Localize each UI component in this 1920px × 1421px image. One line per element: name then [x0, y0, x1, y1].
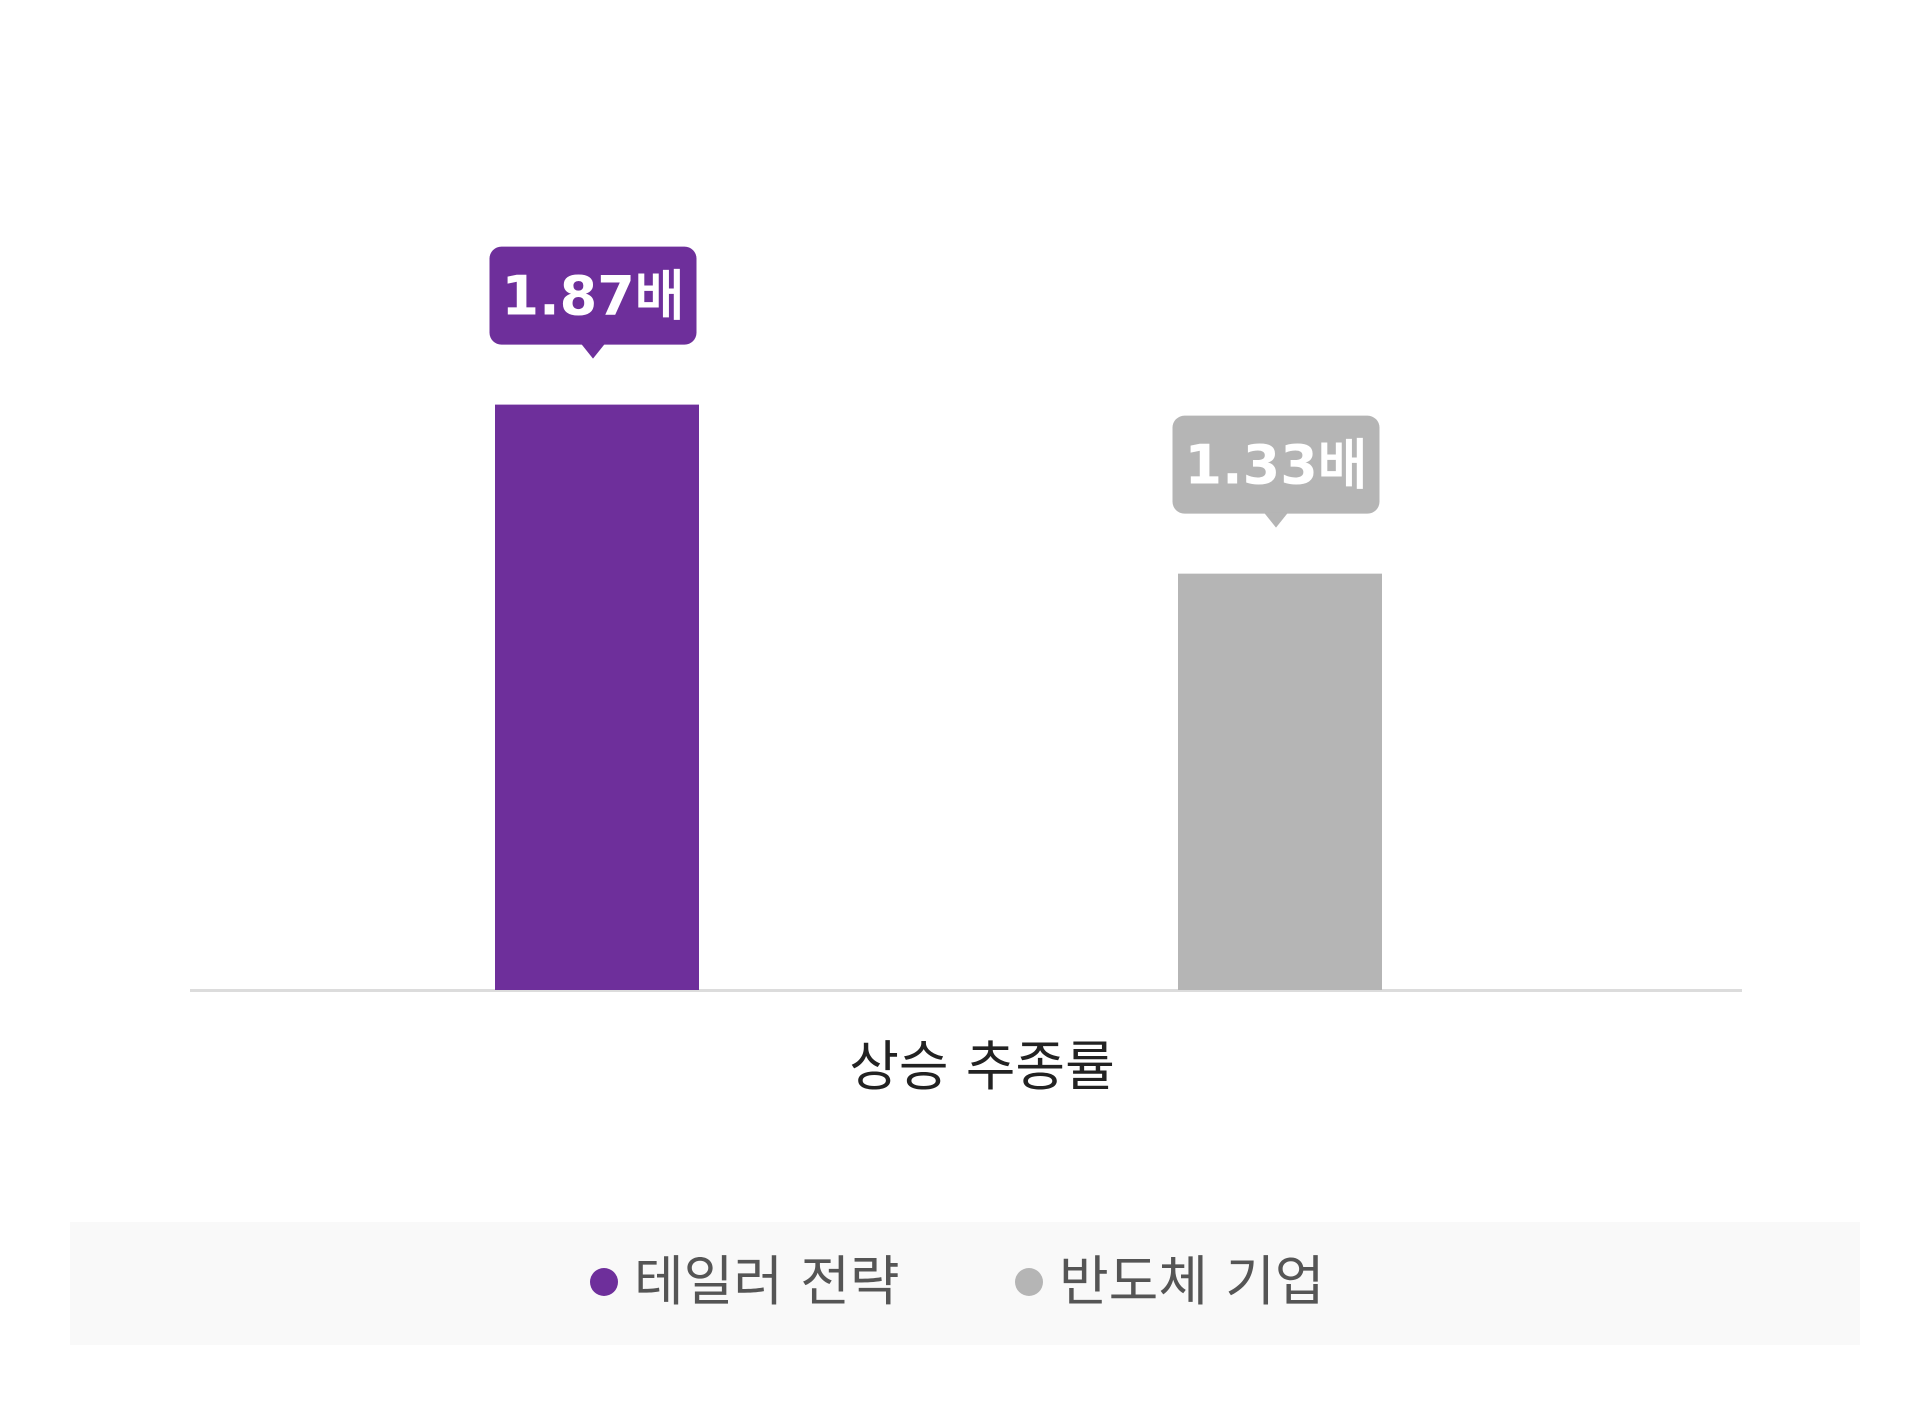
legend-item-semiconductor: 반도체 기업	[1015, 1252, 1325, 1312]
data-label-bubble-0: 1.87배	[489, 246, 697, 359]
bar-1	[1178, 573, 1382, 990]
legend-marker-semiconductor	[1015, 1268, 1043, 1296]
legend-label-taylor: 테일러 전략	[634, 1250, 900, 1313]
data-label-box-0	[489, 246, 697, 345]
legend-marker-taylor	[590, 1268, 618, 1296]
legend-label-semiconductor: 반도체 기업	[1059, 1250, 1325, 1313]
data-label-bubble-1: 1.33배	[1172, 415, 1380, 528]
data-label-pointer-1	[1264, 512, 1288, 528]
legend: 테일러 전략 반도체 기업	[70, 1222, 1860, 1345]
data-label-0: 1.87배	[502, 265, 685, 328]
data-label-1: 1.33배	[1185, 434, 1368, 497]
legend-item-taylor: 테일러 전략	[590, 1252, 900, 1312]
data-label-pointer-0	[581, 343, 605, 359]
category-label: 상승 추종률	[849, 1035, 1115, 1098]
data-label-box-1	[1172, 415, 1380, 514]
bar-0	[495, 404, 699, 990]
